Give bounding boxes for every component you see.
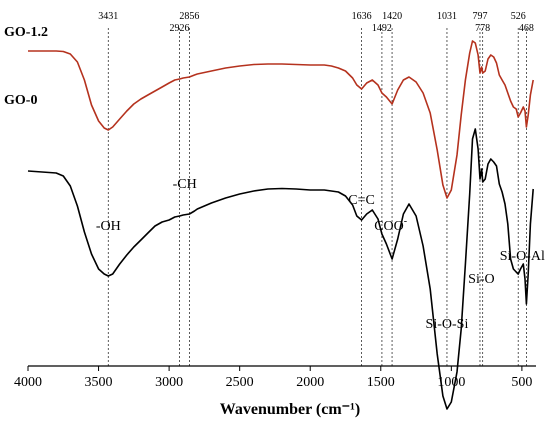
series-label: GO-0 [4,93,37,108]
x-axis-title: Wavenumber (cm⁻¹) [220,401,360,418]
band-label: Si-O-Al [500,249,545,264]
peak-label: 778 [475,23,490,34]
x-tick-label: 2000 [296,375,324,390]
band-label: Si-O-Si [426,317,469,332]
peak-label: 3431 [98,11,118,22]
peak-label: 2926 [170,23,190,34]
peak-label: 1636 [352,11,372,22]
peak-label: 1492 [372,23,392,34]
band-label: -CH [173,177,197,192]
band-label: COO- [374,216,407,234]
series-label: GO-1.2 [4,25,48,40]
x-tick-label: 3000 [155,375,183,390]
x-tick-label: 3500 [85,375,113,390]
peak-label: 1031 [437,11,457,22]
peak-label: 526 [511,11,526,22]
band-label: Si-O [468,272,494,287]
band-label: -OH [96,219,121,234]
x-axis: 4000 3500 3000 2500 2000 1500 1000 500 [14,365,536,390]
series-layer [27,40,534,410]
x-tick-label: 2500 [226,375,254,390]
x-tick-label: 1500 [367,375,395,390]
peak-label: 468 [519,23,534,34]
series-line-go-0 [27,128,534,410]
x-tick-label: 500 [511,375,532,390]
series-line-go-1-2 [28,40,534,199]
peak-label: 2856 [179,11,199,22]
band-label: C=C [348,193,375,208]
reference-lines [107,28,527,366]
peak-label: 1420 [382,11,402,22]
x-tick-label: 1000 [437,375,465,390]
peak-label: 797 [472,11,487,22]
x-tick-label: 4000 [14,375,42,390]
